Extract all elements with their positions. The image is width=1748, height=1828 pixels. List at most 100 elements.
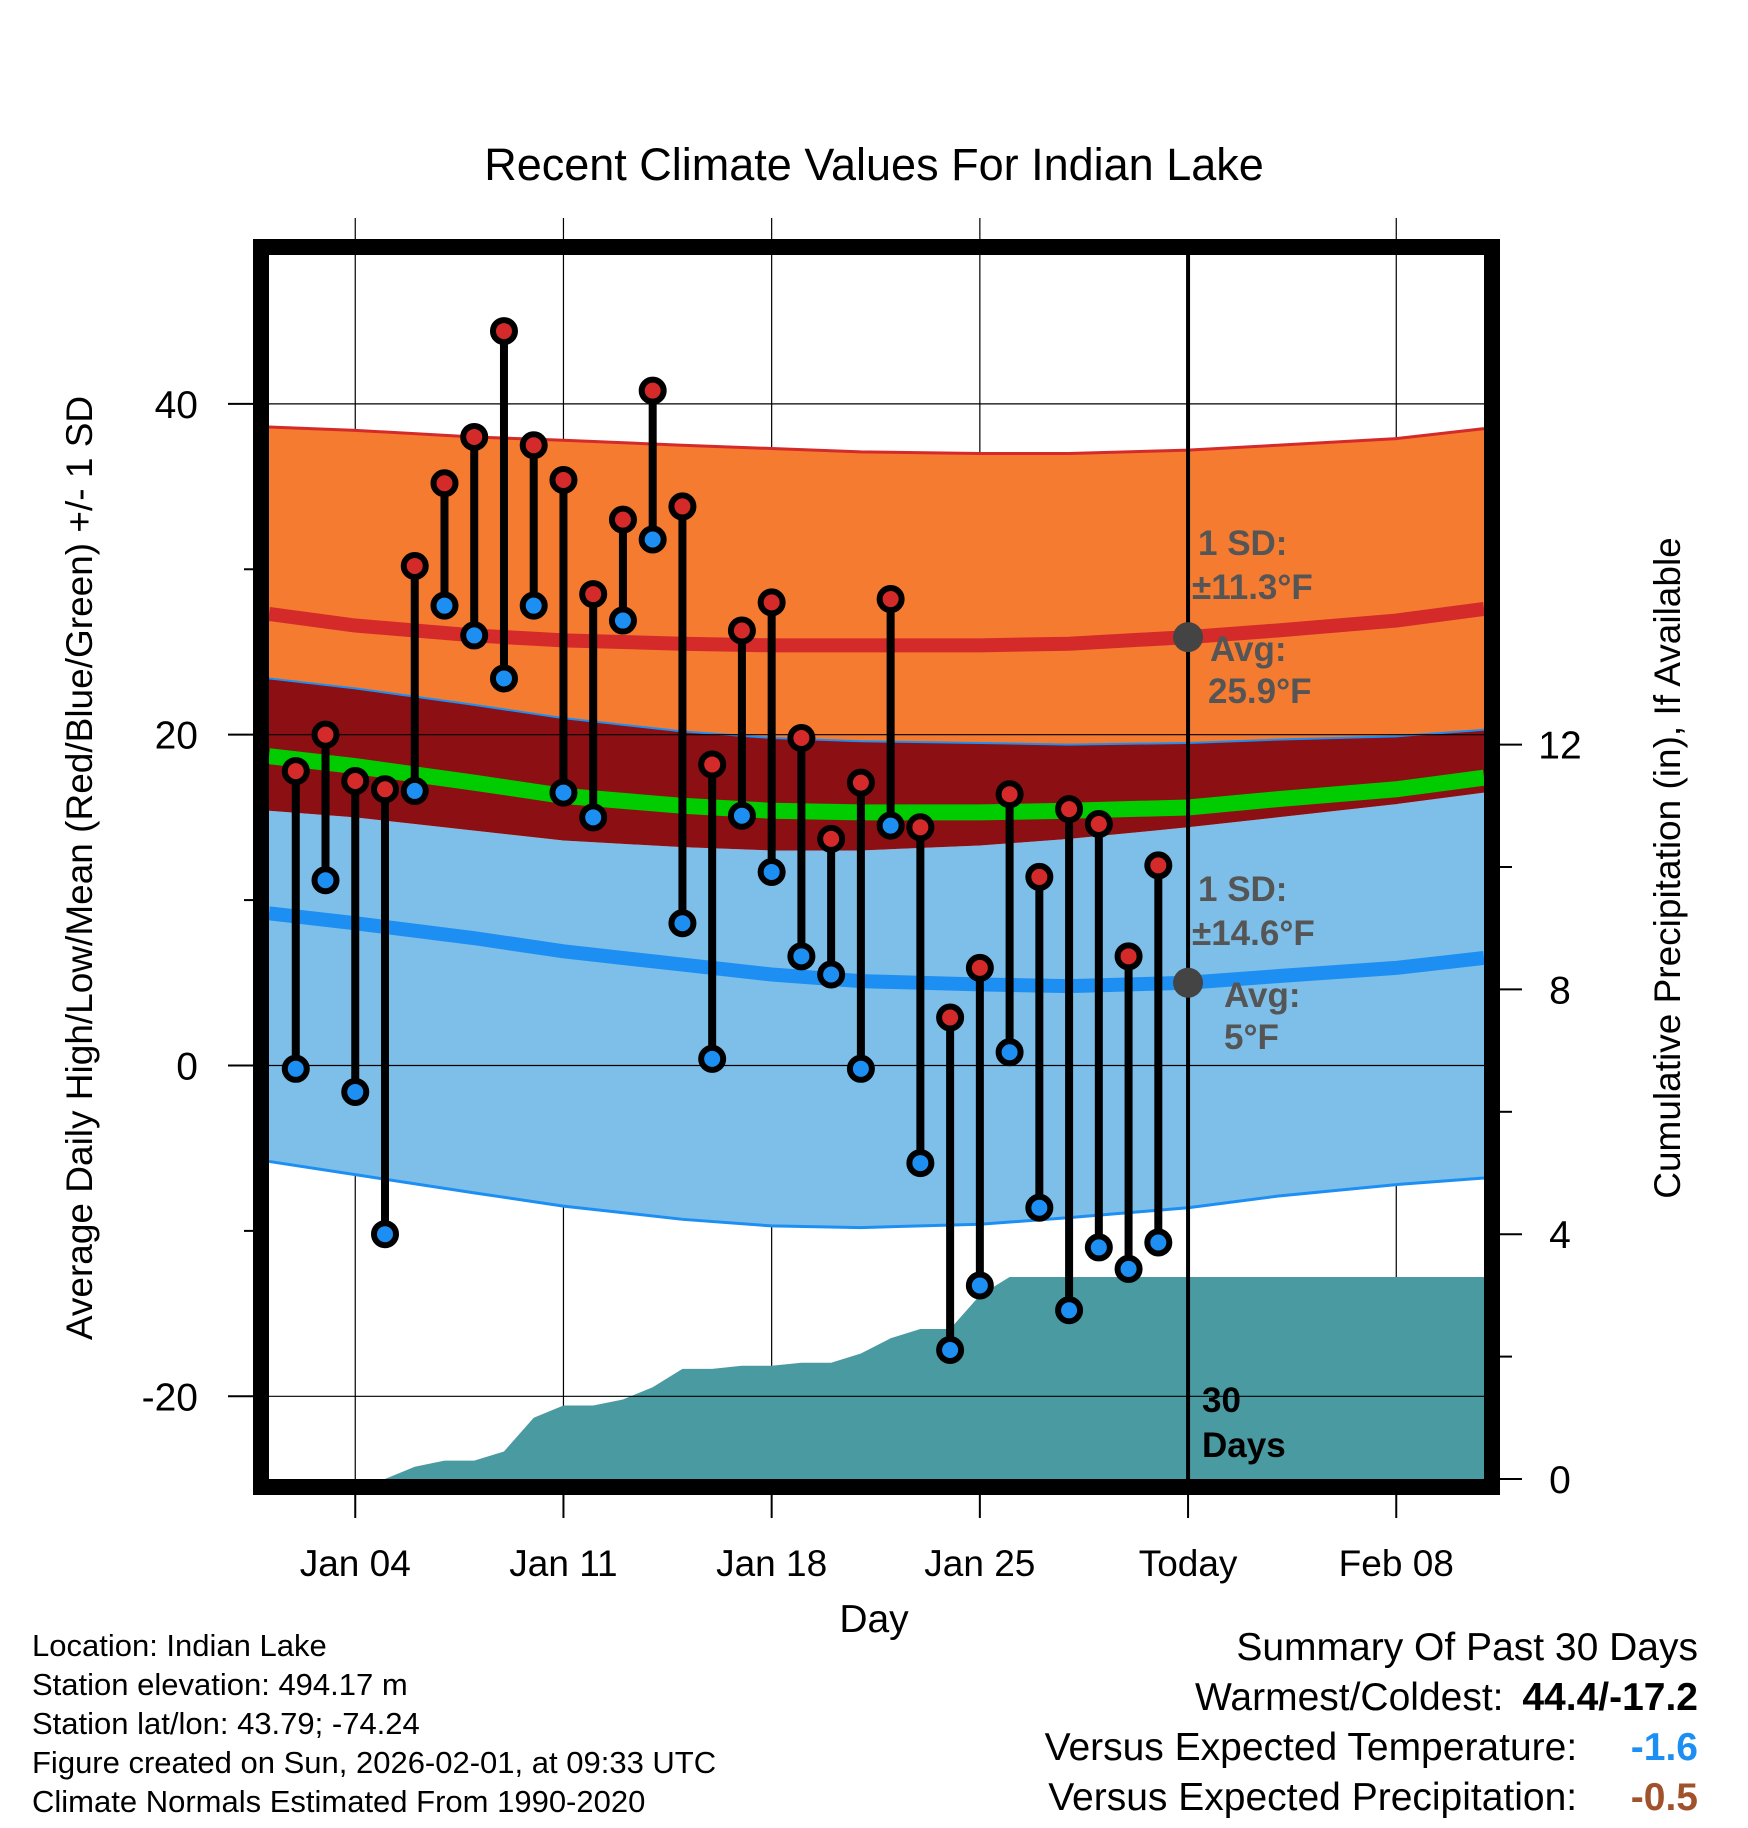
daily-high-dot xyxy=(1055,795,1084,824)
daily-low-dot xyxy=(1055,1296,1084,1325)
temp-anomaly-value: -1.6 xyxy=(1630,1726,1698,1769)
warm-cold-value: 44.4/-17.2 xyxy=(1522,1676,1698,1719)
daily-high-dot xyxy=(579,580,608,609)
daily-low-dot xyxy=(757,857,786,886)
daily-high-dot xyxy=(430,469,459,498)
high-sd-label: 1 SD: xyxy=(1198,524,1287,563)
daily-low-dot xyxy=(281,1054,310,1083)
created-text: Figure created on Sun, 2026-02-01, at 09… xyxy=(32,1745,717,1780)
summary-title: Summary Of Past 30 Days xyxy=(1236,1626,1698,1669)
ytick-label: 0 xyxy=(176,1045,198,1088)
plot-frame xyxy=(253,239,1500,1495)
daily-low-dot xyxy=(519,591,548,620)
daily-high-dot xyxy=(489,317,518,346)
xtick-label: Jan 04 xyxy=(300,1543,411,1584)
low-average-marker xyxy=(1173,967,1204,998)
daily-high-dot xyxy=(608,505,637,534)
y2tick-label: 4 xyxy=(1549,1214,1571,1257)
ytick-label: 20 xyxy=(155,715,198,758)
daily-high-dot xyxy=(519,431,548,460)
y2tick-label: 8 xyxy=(1549,969,1571,1012)
daily-high-dot xyxy=(965,953,994,982)
daily-high-dot xyxy=(846,768,875,797)
daily-low-dot xyxy=(787,942,816,971)
precip-days-label: Days xyxy=(1202,1426,1286,1465)
daily-high-dot xyxy=(1144,851,1173,880)
daily-low-dot xyxy=(370,1220,399,1249)
daily-low-dot xyxy=(430,591,459,620)
low-band-lower-edge xyxy=(268,1159,1485,1230)
normal-bands xyxy=(268,425,1486,1230)
low-avg-value: 5°F xyxy=(1224,1018,1279,1057)
station-metadata: Location: Indian Lake Station elevation:… xyxy=(32,1626,716,1821)
high-band-lower-edge xyxy=(268,677,1485,746)
ytick-label: -20 xyxy=(142,1376,198,1419)
daily-high-dot xyxy=(311,720,340,749)
daily-low-dot xyxy=(1084,1233,1113,1262)
high-sd-band xyxy=(269,427,1484,745)
x-axis-label: Day xyxy=(839,1598,909,1641)
precip-days-number: 30 xyxy=(1202,1381,1241,1420)
high-average-marker xyxy=(1173,622,1204,653)
high-avg-value: 25.9°F xyxy=(1208,672,1312,711)
y-axis-right: 0 4 8 12 xyxy=(1500,725,1582,1502)
daily-low-dot xyxy=(638,525,667,554)
xtick-label: Jan 18 xyxy=(716,1543,827,1584)
daily-low-dot xyxy=(311,866,340,895)
low-avg-label: Avg: xyxy=(1224,976,1300,1015)
x-axis: Jan 04 Jan 11 Jan 18 Jan 25 Today Feb 08 xyxy=(300,1495,1454,1584)
daily-low-dot xyxy=(876,811,905,840)
daily-low-dot xyxy=(817,960,846,989)
y2tick-label: 0 xyxy=(1549,1459,1571,1502)
daily-high-dot xyxy=(400,551,429,580)
daily-low-dot xyxy=(549,778,578,807)
daily-low-dot xyxy=(846,1054,875,1083)
ytick-label: 40 xyxy=(155,384,198,427)
high-avg-label: Avg: xyxy=(1210,630,1286,669)
xtick-label: Jan 11 xyxy=(509,1543,617,1584)
daily-high-dot xyxy=(727,616,756,645)
daily-low-dot xyxy=(668,909,697,938)
daily-low-dot xyxy=(995,1038,1024,1067)
daily-high-dot xyxy=(668,492,697,521)
daily-low-dot xyxy=(906,1149,935,1178)
latlon-text: Station lat/lon: 43.79; -74.24 xyxy=(32,1706,420,1741)
temp-anomaly-label: Versus Expected Temperature: xyxy=(1044,1726,1578,1769)
daily-high-dot xyxy=(817,824,846,853)
daily-high-dot xyxy=(460,422,489,451)
y2-axis-label: Cumulative Precipitation (in), If Availa… xyxy=(1647,537,1688,1199)
y2tick-label: 12 xyxy=(1538,725,1581,768)
daily-high-dot xyxy=(995,780,1024,809)
daily-low-dot xyxy=(400,776,429,805)
daily-low-dot xyxy=(965,1271,994,1300)
daily-high-dot xyxy=(876,585,905,614)
normals-text: Climate Normals Estimated From 1990-2020 xyxy=(32,1784,646,1819)
low-sd-value: ±14.6°F xyxy=(1192,914,1315,953)
summary-panel: Summary Of Past 30 Days Warmest/Coldest:… xyxy=(1045,1623,1698,1823)
daily-low-dot xyxy=(460,621,489,650)
daily-high-dot xyxy=(698,750,727,779)
daily-low-dot xyxy=(1144,1228,1173,1257)
y-axis-left: -20 0 20 40 xyxy=(142,384,253,1419)
precip-layer xyxy=(269,1277,1484,1479)
daily-high-dot xyxy=(341,766,370,795)
daily-low-dot xyxy=(727,801,756,830)
xtick-label: Today xyxy=(1139,1543,1238,1584)
y-axis-label: Average Daily High/Low/Mean (Red/Blue/Gr… xyxy=(59,396,100,1340)
elevation-text: Station elevation: 494.17 m xyxy=(32,1667,408,1702)
daily-high-dot xyxy=(549,465,578,494)
daily-high-dot xyxy=(936,1003,965,1032)
daily-high-dot xyxy=(638,376,667,405)
daily-low-dot xyxy=(579,803,608,832)
daily-low-dot xyxy=(341,1077,370,1106)
low-sd-band xyxy=(269,792,1484,1228)
low-sd-label: 1 SD: xyxy=(1198,870,1287,909)
daily-high-dot xyxy=(906,813,935,842)
daily-low-dot xyxy=(936,1335,965,1364)
daily-low-dot xyxy=(698,1044,727,1073)
daily-low-dot xyxy=(1025,1193,1054,1222)
daily-values xyxy=(281,317,1173,1364)
daily-high-dot xyxy=(1084,809,1113,838)
